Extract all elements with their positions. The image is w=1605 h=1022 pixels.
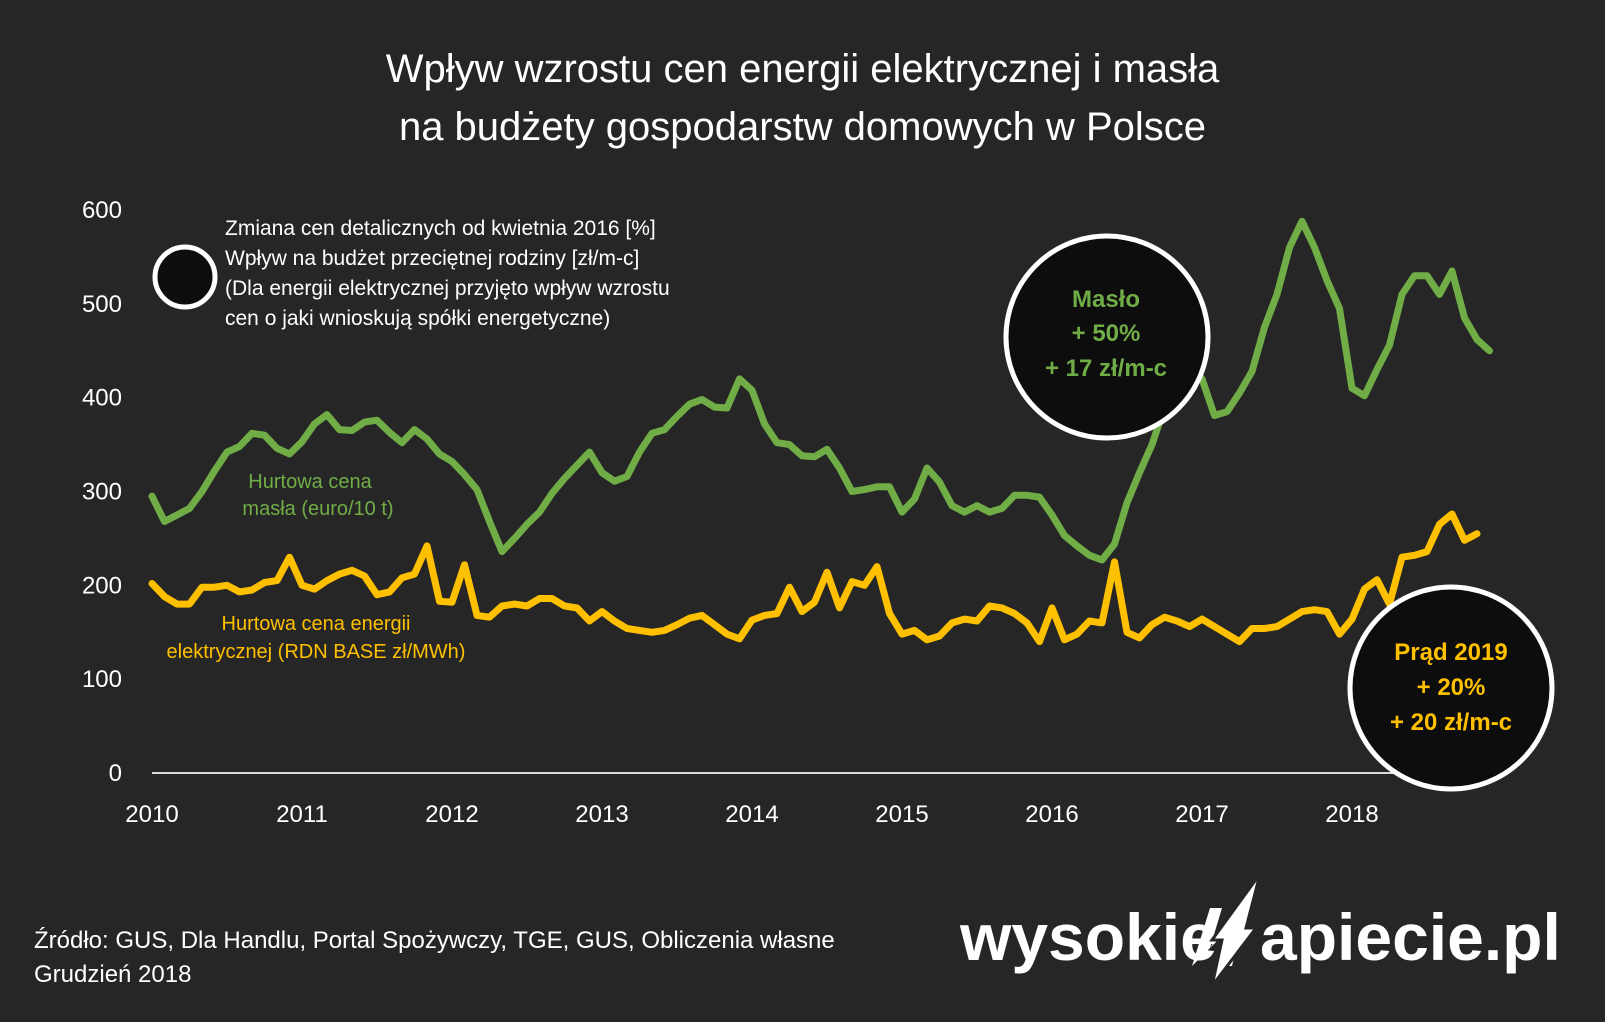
y-tick-label: 200 bbox=[82, 572, 122, 599]
x-tick-label: 2015 bbox=[875, 801, 928, 828]
lightning-n-icon bbox=[1192, 873, 1262, 987]
y-tick-label: 500 bbox=[82, 291, 122, 318]
annotation-butter-line3: + 17 zł/m-c bbox=[1045, 355, 1167, 382]
y-tick-label: 0 bbox=[109, 760, 122, 787]
logo-text-left: wysokie bbox=[960, 900, 1217, 974]
series-line-butter bbox=[148, 217, 1493, 564]
x-axis-ticks: 2010 2011 2012 2013 2014 2015 2016 2017 2018 bbox=[125, 801, 1378, 828]
annotation-energy: Prąd 2019 + 20% + 20 zł/m-c bbox=[1347, 584, 1555, 792]
chart-title-line1: Wpływ wzrostu cen energii elektrycznej i… bbox=[385, 47, 1220, 91]
chart-title-line2: na budżety gospodarstw domowych w Polsce bbox=[398, 105, 1207, 149]
annotation-energy-line1: Prąd 2019 bbox=[1394, 639, 1507, 666]
logo-text-right: apiecie.pl bbox=[1260, 900, 1561, 974]
source-line2: Grudzień 2018 bbox=[34, 961, 192, 988]
series-label-energy-2: elektrycznej (RDN BASE zł/MWh) bbox=[167, 641, 466, 663]
chart-title: Wpływ wzrostu cen energii elektrycznej i… bbox=[0, 40, 1605, 156]
series-label-butter-2: masła (euro/10 t) bbox=[242, 498, 393, 520]
x-tick-label: 2010 bbox=[125, 801, 178, 828]
y-tick-label: 600 bbox=[82, 197, 122, 224]
y-tick-label: 400 bbox=[82, 385, 122, 412]
series-label-butter-1: Hurtowa cena bbox=[248, 471, 372, 493]
x-tick-label: 2014 bbox=[725, 801, 778, 828]
legend-line4: cen o jaki wnioskują spółki energetyczne… bbox=[225, 307, 611, 330]
annotation-butter-circle bbox=[1003, 233, 1211, 441]
annotation-energy-line2: + 20% bbox=[1417, 674, 1486, 701]
legend-line2: Wpływ na budżet przeciętnej rodziny [zł/… bbox=[225, 247, 640, 270]
source-line1: Źródło: GUS, Dla Handlu, Portal Spożywcz… bbox=[34, 927, 835, 954]
annotation-butter-line2: + 50% bbox=[1072, 320, 1141, 347]
x-tick-label: 2013 bbox=[575, 801, 628, 828]
series-label-energy-1: Hurtowa cena energii bbox=[222, 613, 411, 635]
annotation-energy-line3: + 20 zł/m-c bbox=[1390, 709, 1512, 736]
source-note: Źródło: GUS, Dla Handlu, Portal Spożywcz… bbox=[34, 924, 835, 992]
y-axis-ticks: 0 100 200 300 400 500 600 bbox=[82, 197, 122, 787]
annotation-butter: Masło + 50% + 17 zł/m-c bbox=[1003, 233, 1211, 441]
annotation-energy-circle bbox=[1347, 584, 1555, 792]
y-tick-label: 300 bbox=[82, 479, 122, 506]
logo: wysokie apiecie.pl bbox=[960, 873, 1561, 987]
x-tick-label: 2018 bbox=[1325, 801, 1378, 828]
series-line-energy bbox=[148, 510, 1481, 646]
legend-text: Zmiana cen detalicznych od kwietnia 2016… bbox=[225, 214, 765, 334]
legend-line3: (Dla energii elektrycznej przyjęto wpływ… bbox=[225, 277, 670, 300]
x-tick-label: 2016 bbox=[1025, 801, 1078, 828]
y-tick-label: 100 bbox=[82, 666, 122, 693]
x-tick-label: 2017 bbox=[1175, 801, 1228, 828]
x-tick-label: 2011 bbox=[276, 801, 328, 828]
x-tick-label: 2012 bbox=[425, 801, 478, 828]
annotation-butter-line1: Masło bbox=[1072, 286, 1140, 313]
legend-circle-marker bbox=[152, 244, 218, 310]
legend-line1: Zmiana cen detalicznych od kwietnia 2016… bbox=[225, 217, 656, 240]
